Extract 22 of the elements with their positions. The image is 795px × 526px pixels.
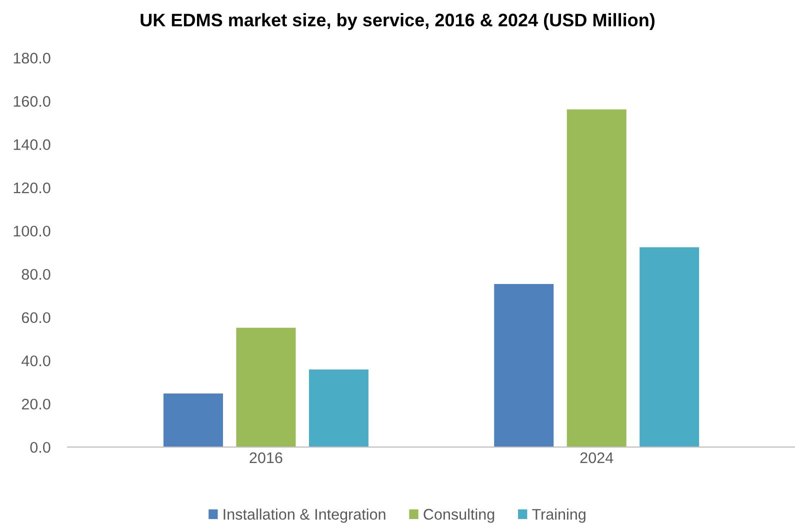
legend-label: Training: [532, 508, 586, 523]
bar: [566, 109, 626, 448]
y-tick-label: 140.0: [14, 139, 50, 150]
y-tick-label: 80.0: [22, 268, 50, 280]
bar: [640, 247, 700, 448]
bar: [236, 328, 296, 448]
y-tick-label: 60.0: [22, 312, 50, 324]
bar: [308, 369, 368, 448]
y-tick-label: 100.0: [14, 226, 50, 237]
y-tick-label: 20.0: [22, 398, 50, 410]
x-tick-label: 2016: [250, 452, 282, 464]
x-tick-label: 2024: [580, 452, 614, 464]
legend-label: Consulting: [424, 508, 494, 523]
bar: [163, 393, 223, 448]
y-tick-label: 180.0: [14, 52, 50, 64]
y-tick-label: 0.0: [30, 442, 50, 453]
bar: [494, 284, 554, 448]
y-tick-label: 160.0: [14, 96, 50, 107]
y-tick-label: 40.0: [22, 355, 50, 366]
chart-title: UK EDMS market size, by service, 2016 & 2024 (USD Million): [140, 13, 655, 30]
legend-label: Installation & Integration: [224, 508, 386, 523]
y-tick-label: 120.0: [14, 182, 50, 194]
